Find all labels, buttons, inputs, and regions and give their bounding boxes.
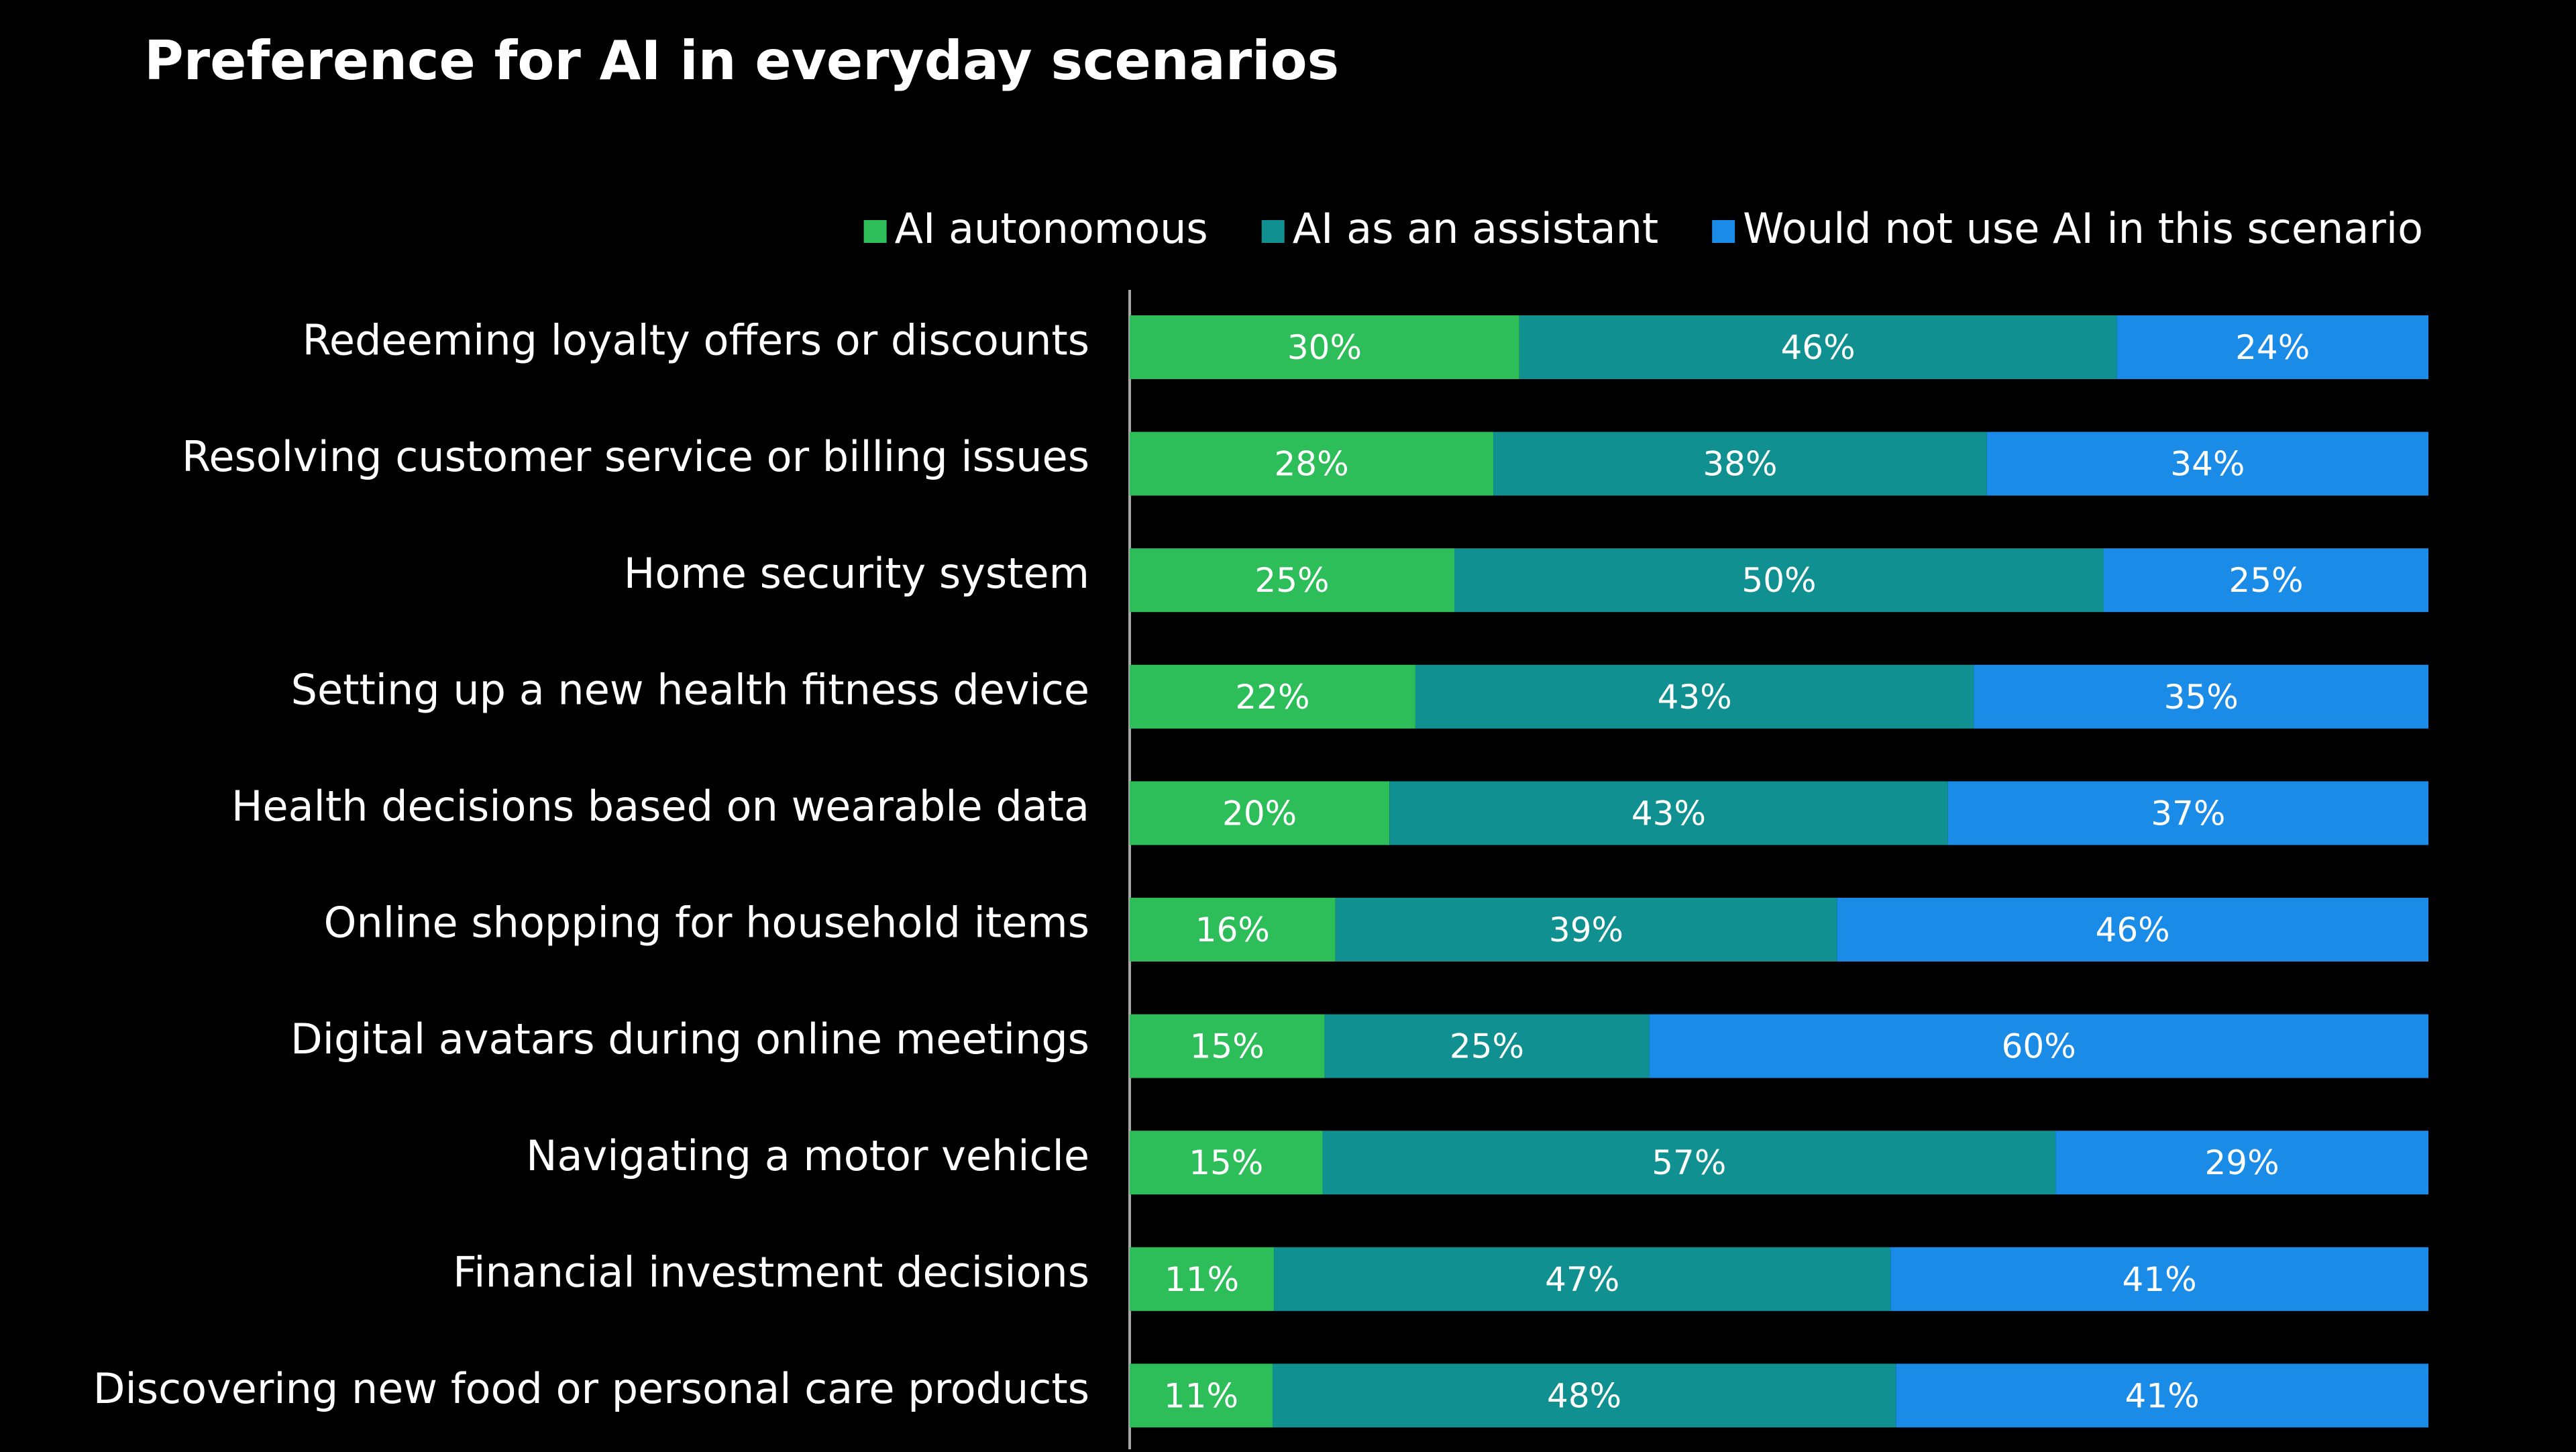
category-label: Financial investment decisions — [453, 1247, 1089, 1296]
bar-segment-ai-autonomous — [1130, 1131, 1323, 1195]
bar-value-label: 43% — [1658, 678, 1732, 717]
bar-value-label: 41% — [2123, 1260, 2197, 1299]
bar-value-label: 47% — [1545, 1260, 1619, 1299]
bar-segment-would-not-use-ai-in-this-scenario — [2116, 315, 2428, 379]
bar-segment-would-not-use-ai-in-this-scenario — [1649, 1014, 2428, 1078]
bar-value-label: 16% — [1195, 911, 1270, 949]
category-label: Online shopping for household items — [324, 898, 1089, 947]
category-label: Setting up a new health fitness device — [291, 665, 1089, 714]
bar-segment-ai-as-an-assistant — [1415, 664, 1974, 729]
bar-value-label: 39% — [1549, 911, 1623, 949]
bar-value-label: 24% — [2235, 328, 2310, 367]
bar-segment-would-not-use-ai-in-this-scenario — [1947, 781, 2428, 845]
bar-segment-would-not-use-ai-in-this-scenario — [1837, 898, 2428, 962]
bar-segment-ai-as-an-assistant — [1454, 548, 2104, 613]
bar-segment-would-not-use-ai-in-this-scenario — [1896, 1363, 2428, 1428]
bar-value-label: 38% — [1703, 445, 1777, 484]
bar-value-label: 48% — [1547, 1376, 1621, 1415]
legend-swatch-ai-autonomous — [863, 220, 887, 243]
bar-segment-ai-autonomous — [1130, 1363, 1273, 1428]
bar-value-label: 25% — [1254, 561, 1329, 600]
bar-value-label: 15% — [1189, 1143, 1263, 1182]
legend-label-would-not-use-ai-in-this-scenario: Would not use AI in this scenario — [1743, 204, 2423, 253]
bar-segment-ai-as-an-assistant — [1272, 1363, 1896, 1428]
bar-segment-ai-autonomous — [1130, 548, 1454, 613]
bar-segment-ai-as-an-assistant — [1493, 431, 1987, 496]
bar-value-label: 20% — [1222, 794, 1297, 833]
bar-segment-ai-autonomous — [1130, 1014, 1325, 1078]
category-labels: Redeeming loyalty offers or discounts Res… — [93, 316, 1089, 1413]
bar-value-label: 46% — [1781, 328, 1856, 367]
category-label: Navigating a motor vehicle — [526, 1131, 1089, 1180]
bars: 30% 46% 24% 28% 38% 34% 25% 50% 25% 22% 43% 35% 20% 4… — [1130, 315, 2428, 1428]
category-label: Discovering new food or personal care pr… — [93, 1364, 1089, 1413]
category-label: Digital avatars during online meetings — [290, 1015, 1089, 1064]
bar-segment-ai-as-an-assistant — [1322, 1131, 2056, 1195]
bar-value-label: 60% — [2002, 1027, 2076, 1066]
bar-value-label: 46% — [2096, 911, 2170, 949]
category-label: Home security system — [624, 549, 1089, 598]
bar-segment-ai-as-an-assistant — [1389, 781, 1948, 845]
bar-value-label: 34% — [2170, 445, 2245, 484]
bar-value-label: 30% — [1287, 328, 1362, 367]
bar-value-label: 28% — [1274, 445, 1348, 484]
bar-value-label: 35% — [2164, 678, 2239, 717]
bar-segment-ai-as-an-assistant — [1274, 1247, 1891, 1311]
legend-label-ai-autonomous: AI autonomous — [895, 204, 1208, 253]
bar-segment-would-not-use-ai-in-this-scenario — [2055, 1131, 2428, 1195]
bar-segment-ai-autonomous — [1130, 664, 1415, 729]
chart-title: Preference for AI in everyday scenarios — [144, 30, 1339, 92]
bar-value-label: 41% — [2125, 1376, 2200, 1415]
bar-segment-ai-autonomous — [1130, 898, 1336, 962]
bar-value-label: 43% — [1631, 794, 1706, 833]
bar-value-label: 22% — [1235, 678, 1309, 717]
bar-segment-ai-autonomous — [1130, 431, 1494, 496]
bar-value-label: 25% — [2229, 561, 2303, 600]
bar-segment-ai-as-an-assistant — [1519, 315, 2117, 379]
category-label: Health decisions based on wearable data — [231, 782, 1089, 831]
category-label: Resolving customer service or billing is… — [182, 432, 1089, 481]
legend: Would not use AI in this scenario AI as a… — [863, 204, 2423, 253]
bar-segment-ai-autonomous — [1130, 315, 1519, 379]
legend-label-ai-as-an-assistant: AI as an assistant — [1293, 204, 1658, 253]
bar-value-label: 50% — [1741, 561, 1816, 600]
category-label: Redeeming loyalty offers or discounts — [303, 316, 1089, 365]
bar-segment-ai-autonomous — [1130, 1247, 1275, 1311]
legend-swatch-would-not-use-ai-in-this-scenario — [1712, 220, 1735, 243]
bar-value-label: 37% — [2151, 794, 2225, 833]
bar-value-label: 11% — [1164, 1376, 1238, 1415]
bar-segment-ai-as-an-assistant — [1335, 898, 1837, 962]
bar-segment-would-not-use-ai-in-this-scenario — [1974, 664, 2428, 729]
bar-value-label: 25% — [1450, 1027, 1524, 1066]
bar-segment-would-not-use-ai-in-this-scenario — [1890, 1247, 2428, 1311]
bar-value-label: 29% — [2204, 1143, 2279, 1182]
bar-value-label: 57% — [1652, 1143, 1726, 1182]
bar-value-label: 11% — [1165, 1260, 1239, 1299]
bar-segment-would-not-use-ai-in-this-scenario — [1986, 431, 2428, 496]
bar-segment-would-not-use-ai-in-this-scenario — [2104, 548, 2428, 613]
bar-value-label: 15% — [1190, 1027, 1265, 1066]
bar-segment-ai-as-an-assistant — [1324, 1014, 1650, 1078]
legend-swatch-ai-as-an-assistant — [1261, 220, 1285, 243]
bar-segment-ai-autonomous — [1130, 781, 1390, 845]
